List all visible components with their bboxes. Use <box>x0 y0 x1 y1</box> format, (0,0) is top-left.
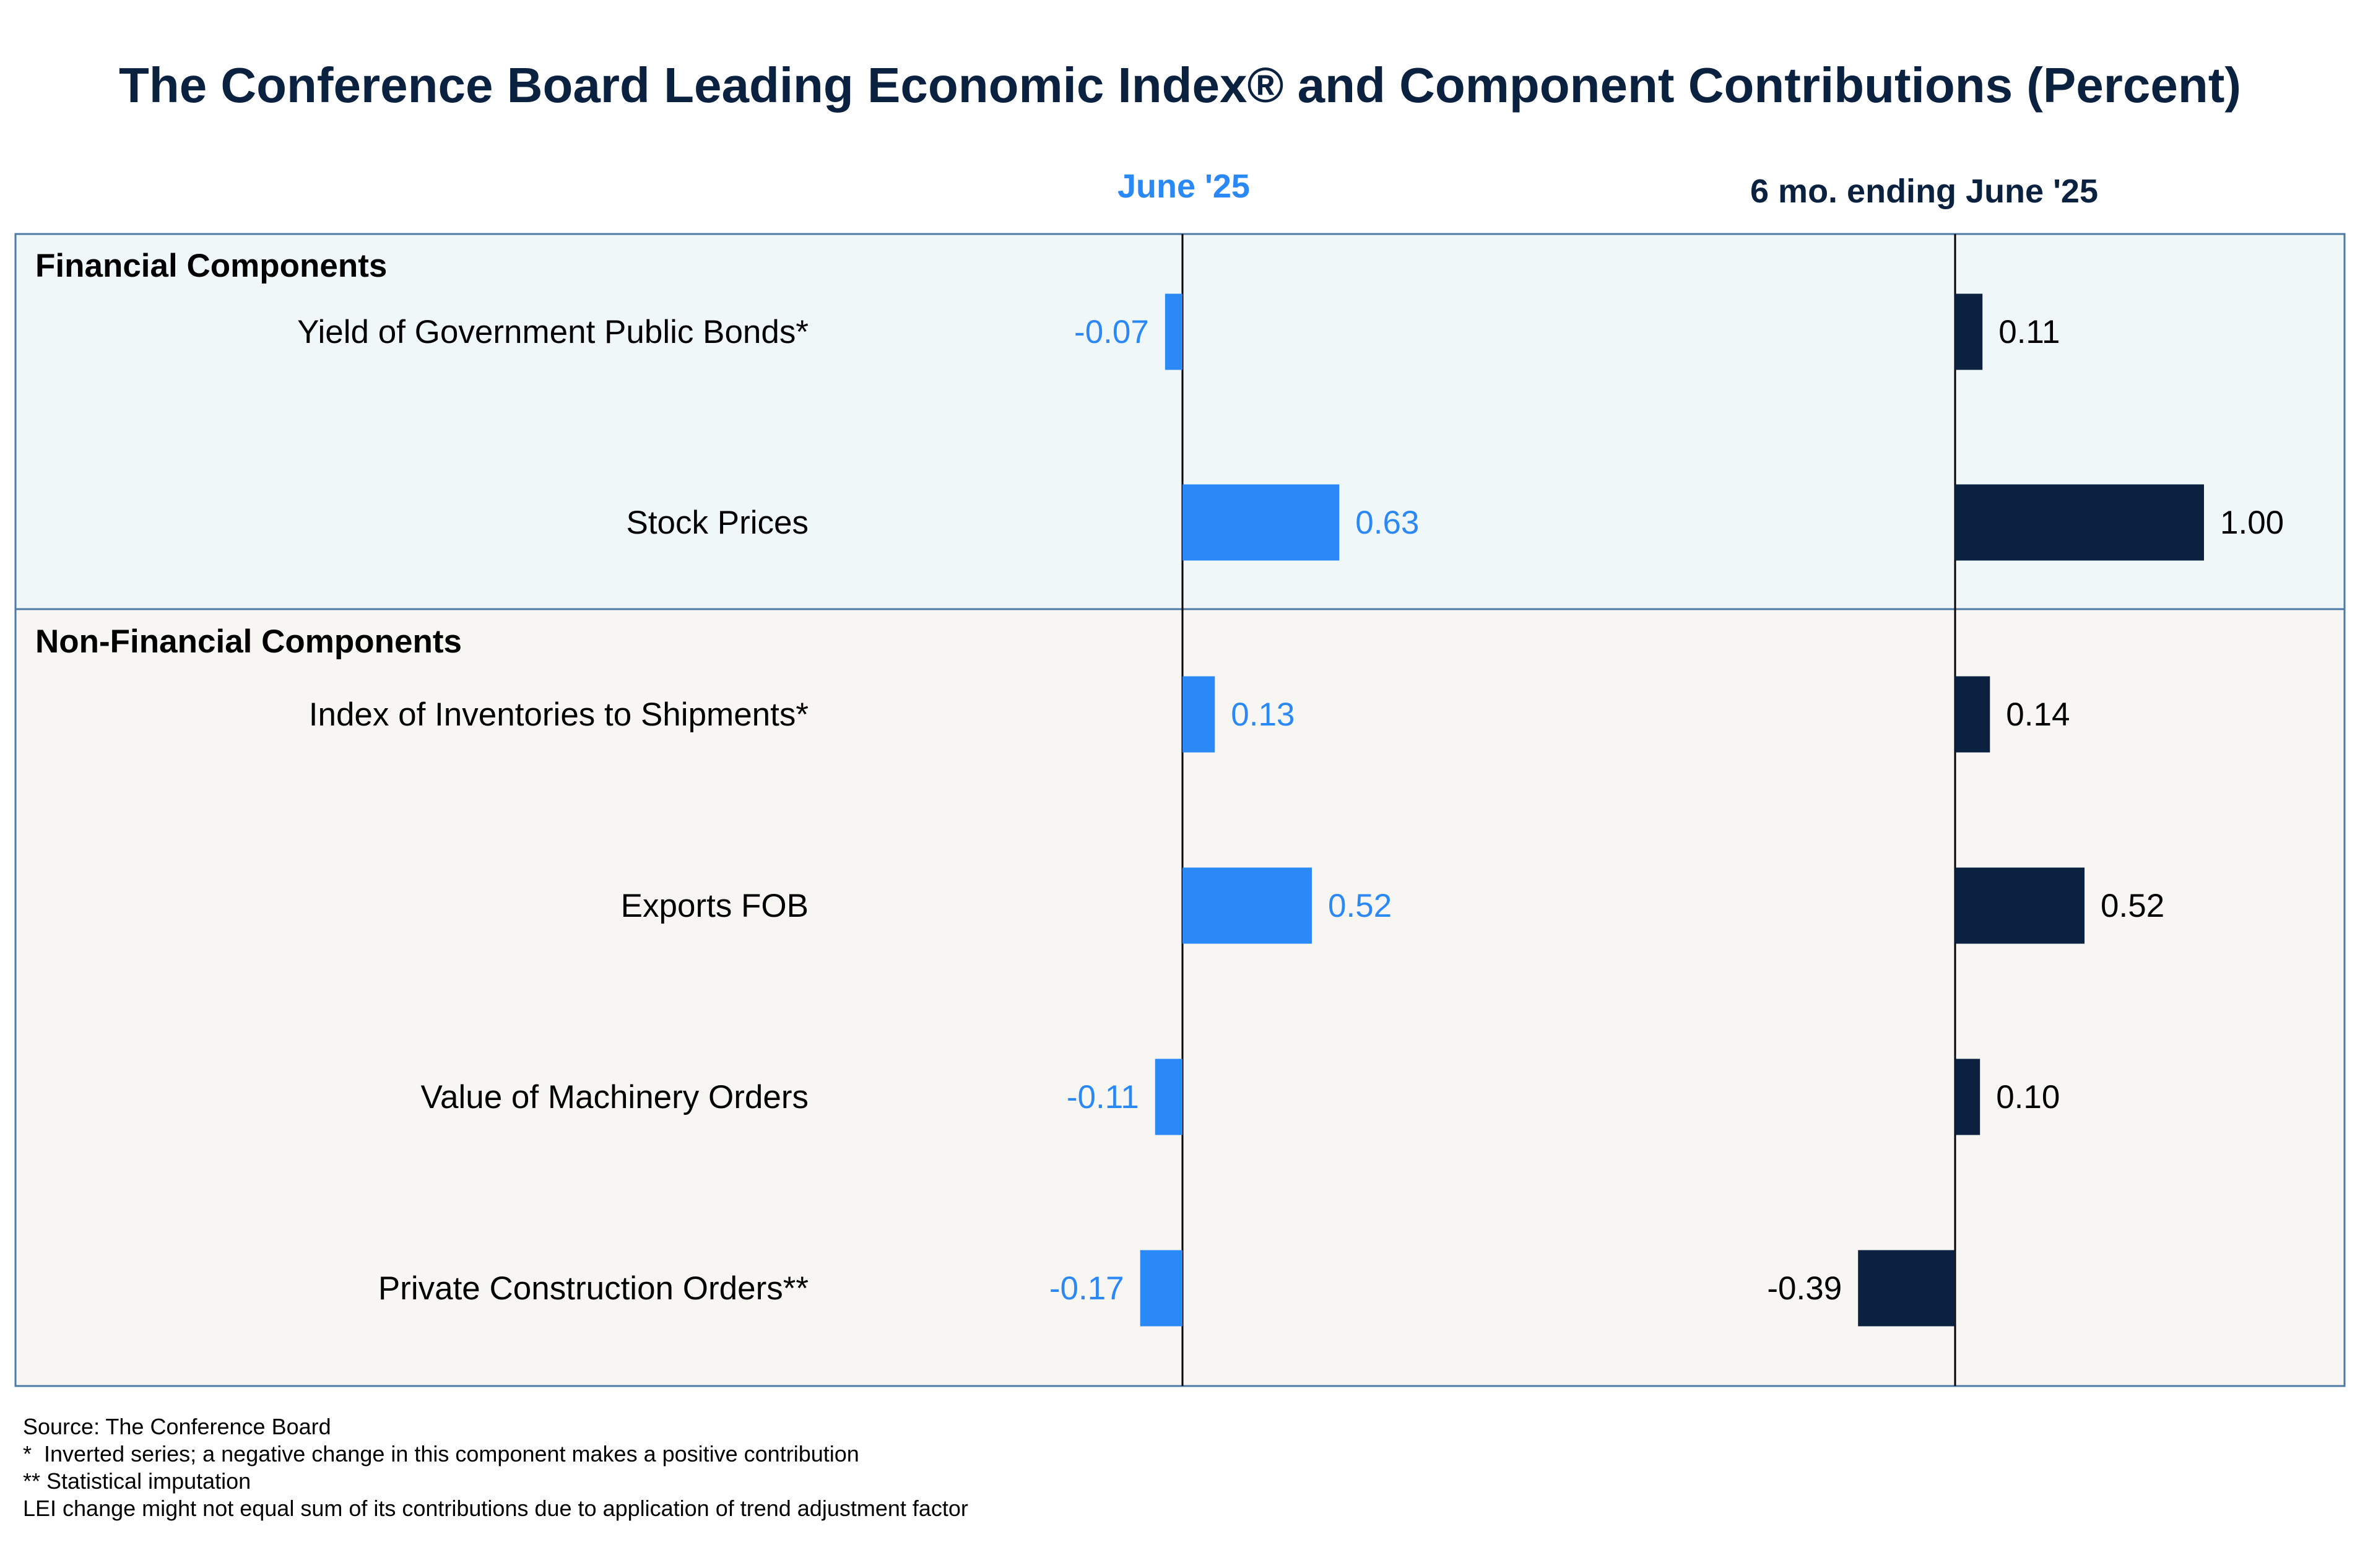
six-month-bar-g1-r2 <box>1955 1059 1980 1135</box>
june-bar-g0-r0 <box>1165 293 1182 370</box>
june-bar-g1-r0 <box>1182 676 1215 753</box>
six-month-value-label-g1-r1: 0.52 <box>2101 888 2164 924</box>
june-value-label-g0-r1: 0.63 <box>1355 505 1419 541</box>
june-value-label-g0-r0: -0.07 <box>1074 314 1149 350</box>
six-month-bar-g1-r1 <box>1955 867 2085 944</box>
row-label-g1-r0: Index of Inventories to Shipments* <box>309 696 809 733</box>
source-note: Source: The Conference Board <box>23 1414 331 1439</box>
june-value-label-g1-r0: 0.13 <box>1231 696 1295 733</box>
six-month-bar-g1-r0 <box>1955 676 1990 753</box>
june-bar-g0-r1 <box>1182 484 1340 561</box>
row-label-g0-r0: Yield of Government Public Bonds* <box>297 314 809 350</box>
june-value-label-g1-r1: 0.52 <box>1328 888 1392 924</box>
column-header-june: June '25 <box>1117 168 1250 205</box>
footnotes: Source: The Conference Board * Inverted … <box>23 1413 968 1522</box>
june-bar-g1-r3 <box>1140 1250 1182 1327</box>
six-month-bar-g0-r1 <box>1955 484 2204 561</box>
row-label-g1-r2: Value of Machinery Orders <box>421 1079 809 1115</box>
group-label-nonfinancial: Non-Financial Components <box>35 623 462 660</box>
june-bar-g1-r1 <box>1182 867 1312 944</box>
six-month-value-label-g0-r1: 1.00 <box>2220 505 2284 541</box>
six-month-value-label-g0-r0: 0.11 <box>1998 314 2060 350</box>
six-month-value-label-g1-r0: 0.14 <box>2006 696 2070 733</box>
six-month-bar-g1-r3 <box>1858 1250 1955 1327</box>
six-month-value-label-g1-r2: 0.10 <box>1996 1079 2060 1115</box>
june-value-label-g1-r3: -0.17 <box>1049 1270 1124 1307</box>
june-value-label-g1-r2: -0.11 <box>1067 1079 1139 1115</box>
six-month-value-label-g1-r3: -0.39 <box>1767 1270 1842 1307</box>
six-month-bar-g0-r0 <box>1955 293 1983 370</box>
row-label-g1-r3: Private Construction Orders** <box>378 1270 809 1307</box>
trend-adjustment-note: LEI change might not equal sum of its co… <box>23 1496 968 1521</box>
chart-title: The Conference Board Leading Economic In… <box>119 58 2241 113</box>
imputation-note: ** Statistical imputation <box>23 1468 251 1494</box>
june-bar-g1-r2 <box>1155 1059 1182 1135</box>
group-label-financial: Financial Components <box>35 248 387 284</box>
row-label-g1-r1: Exports FOB <box>621 888 809 924</box>
chart-rows: Yield of Government Public Bonds* -0.07 0.… <box>297 293 2284 1327</box>
column-header-six-month: 6 mo. ending June '25 <box>1750 173 2098 210</box>
row-label-g0-r1: Stock Prices <box>626 505 809 541</box>
inverted-series-note: * Inverted series; a negative change in … <box>23 1441 859 1466</box>
